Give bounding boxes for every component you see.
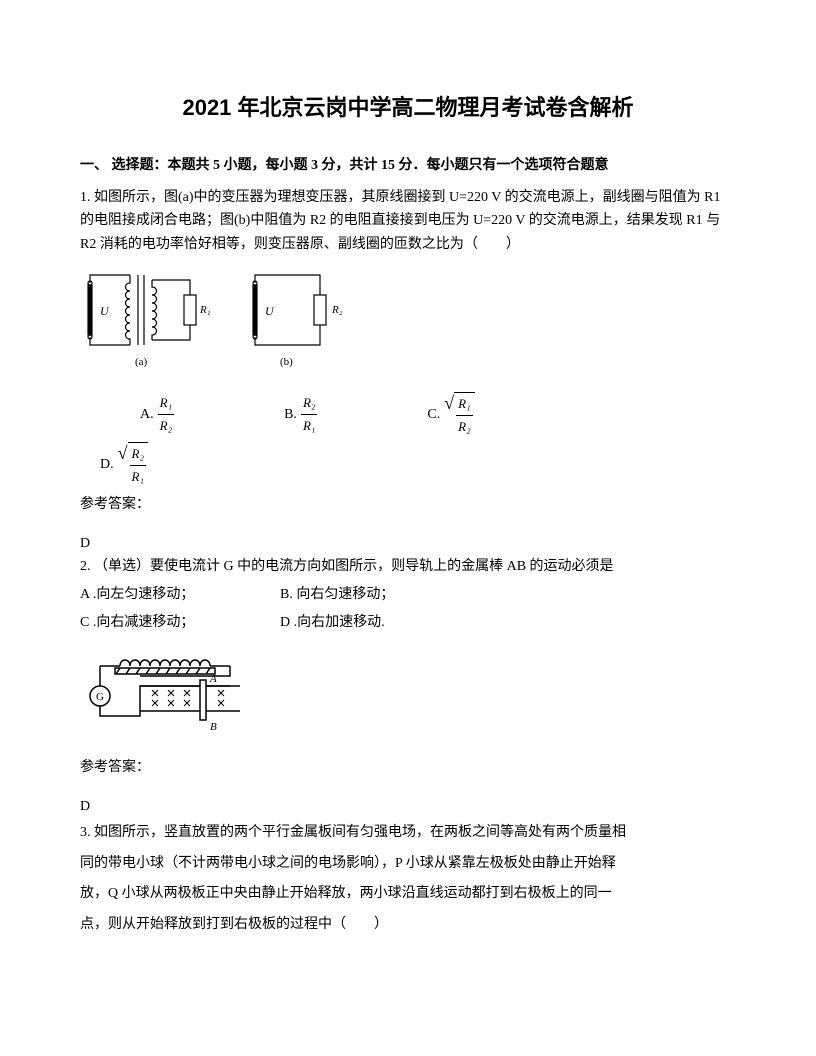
label-a: (a) [135, 356, 148, 368]
question-1: 1. 如图所示，图(a)中的变压器为理想变压器，其原线圈接到 U=220 V 的… [80, 186, 736, 489]
question-3: 3. 如图所示，竖直放置的两个平行金属板间有匀强电场，在两板之间等高处有两个质量… [80, 818, 736, 941]
label-A: A [209, 673, 217, 685]
frac-num: R₂ [301, 392, 317, 415]
label-R2: R₂ [331, 304, 343, 316]
frac-den: R₁ [130, 466, 146, 488]
q1-options-row1: A. R₁ R₂ B. R₂ R₁ C. √ R₁ R₂ [80, 392, 736, 438]
q2-text: 2. （单选）要使电流计 G 中的电流方向如图所示，则导轨上的金属棒 AB 的运… [80, 555, 736, 579]
q2-option-a: A .向左匀速移动； [80, 583, 280, 607]
label-R1: R₁ [199, 304, 211, 316]
q2-option-b: B. 向右匀速移动； [280, 583, 480, 607]
question-2: 2. （单选）要使电流计 G 中的电流方向如图所示，则导轨上的金属棒 AB 的运… [80, 555, 736, 745]
frac-den: R₂ [456, 416, 472, 438]
q1-options-row2: D. √ R₂ R₁ [80, 442, 736, 488]
label-b: (b) [280, 356, 293, 368]
option-label-b: B. [284, 403, 297, 427]
q1-option-d: D. √ R₂ R₁ [100, 442, 148, 488]
frac-num: R₁ [456, 393, 472, 416]
q3-line3: 放，Q 小球从两极板正中央由静止开始释放，两小球沿直线运动都打到右极板上的同一 [80, 879, 736, 910]
q2-answer: D [80, 796, 736, 818]
q3-line1: 3. 如图所示，竖直放置的两个平行金属板间有匀强电场，在两板之间等高处有两个质量… [80, 818, 736, 849]
q2-option-c: C .向右减速移动； [80, 611, 280, 635]
option-label-d: D. [100, 453, 114, 477]
q1-option-b: B. R₂ R₁ [284, 392, 317, 437]
q2-option-d: D .向右加速移动. [280, 611, 480, 635]
option-label-c: C. [427, 403, 440, 427]
frac-num: R₁ [158, 392, 174, 415]
frac-num: R₂ [130, 443, 146, 466]
q2-answer-label: 参考答案： [80, 757, 736, 779]
sqrt-icon: √ [118, 444, 128, 462]
label-U-b: U [265, 304, 275, 318]
q1-answer: D [80, 533, 736, 555]
q1-text: 1. 如图所示，图(a)中的变压器为理想变压器，其原线圈接到 U=220 V 的… [80, 186, 736, 257]
label-U-a: U [100, 304, 110, 318]
circuit-diagram: U R₁ (a) U R₂ (b) [80, 265, 736, 384]
section-header: 一、 选择题：本题共 5 小题，每小题 3 分，共计 15 分．每小题只有一个选… [80, 155, 736, 177]
option-label-a: A. [140, 403, 154, 427]
frac-den: R₂ [158, 415, 174, 437]
q3-line4: 点，则从开始释放到打到右极板的过程中（ ） [80, 910, 736, 941]
q2-diagram: G A B [80, 646, 736, 745]
label-G: G [96, 691, 104, 703]
q3-line2: 同的带电小球（不计两带电小球之间的电场影响），P 小球从紧靠左极板处由静止开始释 [80, 849, 736, 880]
frac-den: R₁ [301, 415, 317, 437]
q1-option-a: A. R₁ R₂ [140, 392, 174, 437]
q1-answer-label: 参考答案： [80, 494, 736, 516]
label-B: B [210, 721, 217, 733]
page-title: 2021 年北京云岗中学高二物理月考试卷含解析 [80, 90, 736, 125]
sqrt-icon: √ [444, 394, 454, 412]
q1-option-c: C. √ R₁ R₂ [427, 392, 474, 438]
